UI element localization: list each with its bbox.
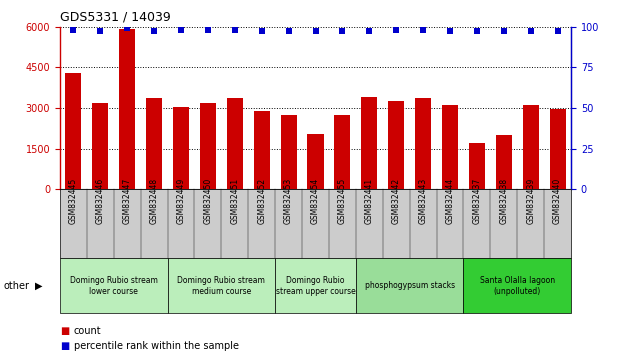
Point [310, 29, 321, 34]
Text: GSM832451: GSM832451 [230, 178, 239, 224]
Bar [200, 103, 216, 189]
Bar [469, 143, 485, 189]
Point [553, 29, 563, 34]
Point [364, 29, 374, 34]
Text: GSM832438: GSM832438 [499, 178, 509, 224]
Point [176, 27, 186, 33]
Bar [388, 101, 404, 189]
Text: percentile rank within the sample: percentile rank within the sample [74, 341, 239, 351]
Text: GSM832445: GSM832445 [69, 178, 78, 224]
Point [472, 29, 482, 34]
Bar [522, 105, 539, 189]
Text: GSM832455: GSM832455 [338, 178, 347, 224]
Text: GSM832454: GSM832454 [311, 178, 320, 224]
Text: GSM832450: GSM832450 [203, 178, 213, 224]
Point [203, 27, 213, 33]
Bar [415, 98, 431, 189]
Point [149, 29, 159, 34]
Text: GSM832443: GSM832443 [418, 178, 428, 224]
Point [283, 29, 293, 34]
Text: GSM832441: GSM832441 [365, 178, 374, 224]
Text: GSM832446: GSM832446 [96, 178, 105, 224]
Bar [361, 97, 377, 189]
Bar [307, 134, 324, 189]
Bar [496, 135, 512, 189]
Point [418, 27, 428, 33]
Text: Santa Olalla lagoon
(unpolluted): Santa Olalla lagoon (unpolluted) [480, 276, 555, 296]
Text: GSM832447: GSM832447 [122, 178, 132, 224]
Text: phosphogypsum stacks: phosphogypsum stacks [365, 281, 455, 290]
Bar [281, 115, 297, 189]
Text: GSM832448: GSM832448 [150, 178, 158, 224]
Text: GSM832453: GSM832453 [284, 178, 293, 224]
Bar [227, 98, 243, 189]
Bar [550, 109, 565, 189]
Point [122, 25, 133, 31]
Text: Domingo Rubio stream
medium course: Domingo Rubio stream medium course [177, 276, 265, 296]
Point [498, 29, 509, 34]
Point [526, 29, 536, 34]
Bar [146, 98, 162, 189]
Point [230, 27, 240, 33]
Text: Domingo Rubio
stream upper course: Domingo Rubio stream upper course [276, 276, 355, 296]
Bar [92, 103, 109, 189]
Bar [442, 105, 458, 189]
Bar [334, 115, 350, 189]
Text: GDS5331 / 14039: GDS5331 / 14039 [60, 11, 171, 24]
Text: ■: ■ [60, 326, 69, 336]
Text: other: other [3, 281, 29, 291]
Point [338, 29, 348, 34]
Text: Domingo Rubio stream
lower course: Domingo Rubio stream lower course [70, 276, 158, 296]
Bar [173, 107, 189, 189]
Text: GSM832444: GSM832444 [445, 178, 454, 224]
Text: ▶: ▶ [35, 281, 42, 291]
Text: ■: ■ [60, 341, 69, 351]
Text: GSM832439: GSM832439 [526, 178, 535, 224]
Bar [66, 73, 81, 189]
Text: GSM832452: GSM832452 [257, 178, 266, 224]
Text: GSM832437: GSM832437 [473, 178, 481, 224]
Point [391, 27, 401, 33]
Point [257, 29, 267, 34]
Point [445, 29, 455, 34]
Point [68, 27, 78, 33]
Point [95, 29, 105, 34]
Text: GSM832449: GSM832449 [177, 178, 186, 224]
Bar [254, 111, 270, 189]
Bar [119, 29, 135, 189]
Text: GSM832442: GSM832442 [392, 178, 401, 224]
Text: count: count [74, 326, 102, 336]
Text: GSM832440: GSM832440 [553, 178, 562, 224]
